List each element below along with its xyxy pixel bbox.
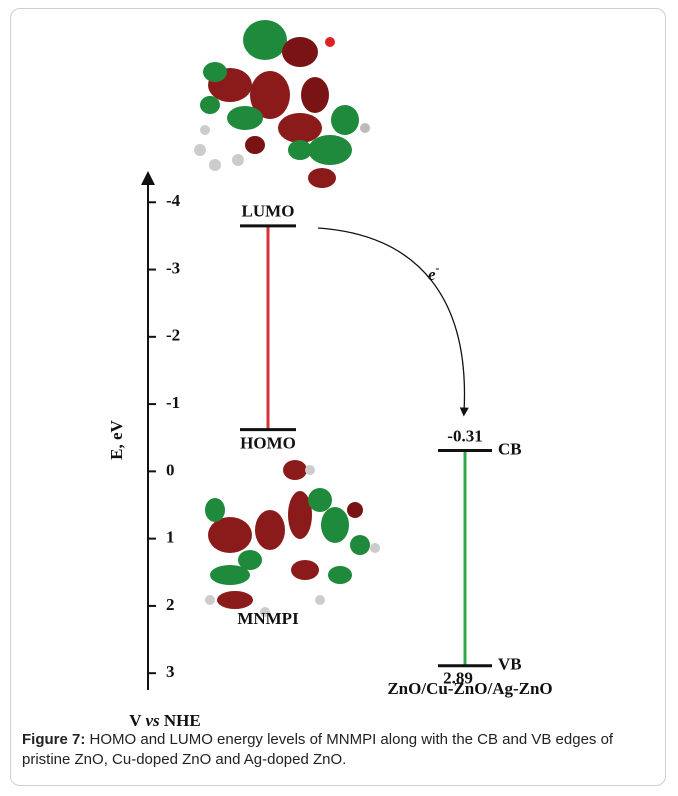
diagram: e- E, eV V vs NHE MNMPI ZnO/Cu-ZnO/Ag-Zn… [0, 0, 678, 726]
level-value-label: -0.31 [447, 426, 482, 445]
level-label: HOMO [240, 434, 296, 453]
axis-tick-label: -2 [166, 326, 180, 345]
molecule-label: MNMPI [237, 609, 299, 628]
axis-unit: V vs NHE [129, 711, 201, 726]
axis-tick-label: -4 [166, 191, 181, 210]
page: e- E, eV V vs NHE MNMPI ZnO/Cu-ZnO/Ag-Zn… [0, 0, 678, 796]
lumo-orbital [194, 20, 370, 188]
electron-transfer-arrow [318, 228, 464, 412]
axis-tick-label: 1 [166, 528, 175, 547]
electron-label: e- [428, 261, 440, 284]
axis-tick-label: -1 [166, 393, 180, 412]
axis-tick-label: 0 [166, 460, 175, 479]
level-value-label: 2.89 [443, 669, 473, 688]
axis-tick-label: 2 [166, 595, 175, 614]
caption: Figure 7: HOMO and LUMO energy levels of… [22, 730, 652, 770]
homo-orbital [205, 460, 380, 617]
level-label: VB [498, 655, 522, 674]
level-label: LUMO [242, 202, 295, 221]
axis-tick-label: -3 [166, 258, 180, 277]
level-label: CB [498, 439, 522, 458]
axis-label: E, eV [107, 419, 126, 459]
axis-tick-label: 3 [166, 662, 175, 681]
